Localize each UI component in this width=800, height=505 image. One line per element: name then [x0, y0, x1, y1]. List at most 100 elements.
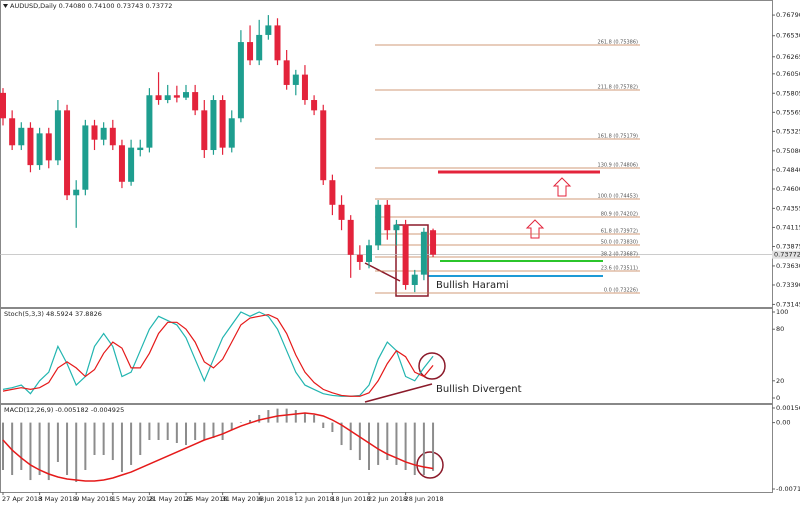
y-tick-label: 0.76265 — [776, 53, 800, 61]
candle-body — [27, 127, 34, 166]
fib-label: 161.8 (0.75179) — [598, 134, 639, 140]
y-tick-label: -0.007132 — [776, 485, 800, 493]
x-tick-label: 28 Jun 2018 — [405, 495, 444, 503]
candle-body — [256, 34, 263, 61]
candle-body — [320, 110, 327, 181]
macd-title: MACD(12,26,9) -0.005182 -0.004925 — [4, 406, 124, 414]
candle-body — [283, 60, 290, 85]
y-tick-label: 0.74355 — [776, 204, 800, 212]
fib-label: 61.8 (0.73972) — [601, 229, 638, 235]
signal-line — [2, 412, 434, 482]
fib-label: 0.0 (0.73226) — [604, 288, 638, 294]
candle-body — [146, 95, 153, 148]
x-tick-label: 22 Jun 2018 — [368, 495, 407, 503]
candle-body — [164, 95, 171, 101]
price-tag-box — [772, 250, 800, 259]
price-panel — [0, 0, 773, 308]
candle-body — [73, 189, 80, 196]
candle-body — [183, 92, 189, 98]
x-tick-label: 18 Jun 2018 — [331, 495, 370, 503]
y-tick-label: 100 — [776, 308, 788, 316]
pattern-label: Bullish Harami — [436, 280, 509, 291]
candle-body — [45, 133, 52, 161]
candle-body — [219, 100, 226, 148]
candle-body — [9, 118, 16, 146]
candle-body — [210, 100, 217, 151]
candle-body — [247, 42, 254, 61]
candle-body — [128, 147, 135, 182]
stoch-panel — [0, 308, 773, 404]
candle-body — [265, 25, 272, 35]
stoch-line — [2, 311, 434, 397]
candle-body — [366, 245, 372, 262]
highlight-circle — [418, 352, 446, 380]
y-tick-label: 0.00 — [776, 419, 790, 427]
candle-body — [100, 127, 107, 140]
x-tick-label: 9 May 2018 — [75, 495, 113, 503]
candle-body — [36, 133, 43, 166]
y-tick-label: 0.75565 — [776, 108, 800, 116]
candle-body — [375, 204, 382, 246]
candle-body — [82, 125, 89, 190]
x-tick-label: 15 May 2018 — [112, 495, 154, 503]
x-tick-label: 31 May 2018 — [222, 495, 264, 503]
x-tick-label: 21 May 2018 — [148, 495, 190, 503]
candle-body — [155, 95, 162, 101]
candle-body — [64, 110, 71, 196]
x-tick-label: 12 Jun 2018 — [295, 495, 334, 503]
y-tick-label: 80 — [776, 325, 784, 333]
candle-body — [137, 147, 144, 151]
fib-label: 100.0 (0.74453) — [598, 194, 639, 200]
candle-body — [54, 110, 61, 161]
candle-body — [192, 92, 199, 111]
x-tick-label: 27 Apr 2018 — [2, 495, 42, 503]
candle-body — [0, 92, 6, 119]
price-tag: 0.73772 — [774, 251, 800, 259]
trend-line — [364, 262, 401, 282]
stoch-title: Stoch(5,3,3) 48.5924 37.8826 — [4, 310, 102, 318]
candle-body — [228, 118, 235, 148]
fib-label: 38.2 (0.73687) — [601, 252, 638, 258]
fib-label: 80.9 (0.74202) — [601, 212, 638, 218]
fib-label: 261.8 (0.75386) — [598, 40, 639, 46]
candle-body — [402, 224, 409, 285]
x-tick-label: 6 Jun 2018 — [258, 495, 293, 503]
y-tick-label: 20 — [776, 377, 784, 385]
up-arrow — [552, 177, 572, 197]
candle-body — [311, 100, 318, 111]
fib-label: 130.9 (0.74806) — [598, 163, 639, 169]
candle-body — [393, 224, 400, 231]
candle-body — [356, 254, 363, 262]
candle-body — [411, 274, 418, 285]
candle-body — [329, 180, 336, 205]
candle-body — [301, 74, 308, 101]
y-tick-label: 0.74115 — [776, 223, 800, 231]
chart-title: AUDUSD,Daily 0.74080 0.74100 0.73743 0.7… — [10, 2, 172, 10]
stoch-line — [2, 313, 434, 397]
fib-label: 23.6 (0.73511) — [601, 266, 638, 272]
candle-body — [118, 145, 125, 182]
up-arrow — [525, 219, 545, 239]
candle-body — [430, 230, 437, 255]
y-tick-label: 0.73145 — [776, 300, 800, 308]
candle-body — [420, 231, 427, 275]
candle-body — [274, 25, 281, 61]
candle-body — [18, 127, 25, 146]
macd-panel — [0, 404, 773, 493]
candle-body — [91, 125, 98, 140]
y-tick-label: 0.75805 — [776, 89, 800, 97]
y-tick-label: 0.75325 — [776, 127, 800, 135]
x-tick-label: 3 May 2018 — [39, 495, 77, 503]
y-tick-label: 0.73875 — [776, 242, 800, 250]
candle-body — [292, 74, 299, 85]
candle-body — [338, 204, 345, 220]
